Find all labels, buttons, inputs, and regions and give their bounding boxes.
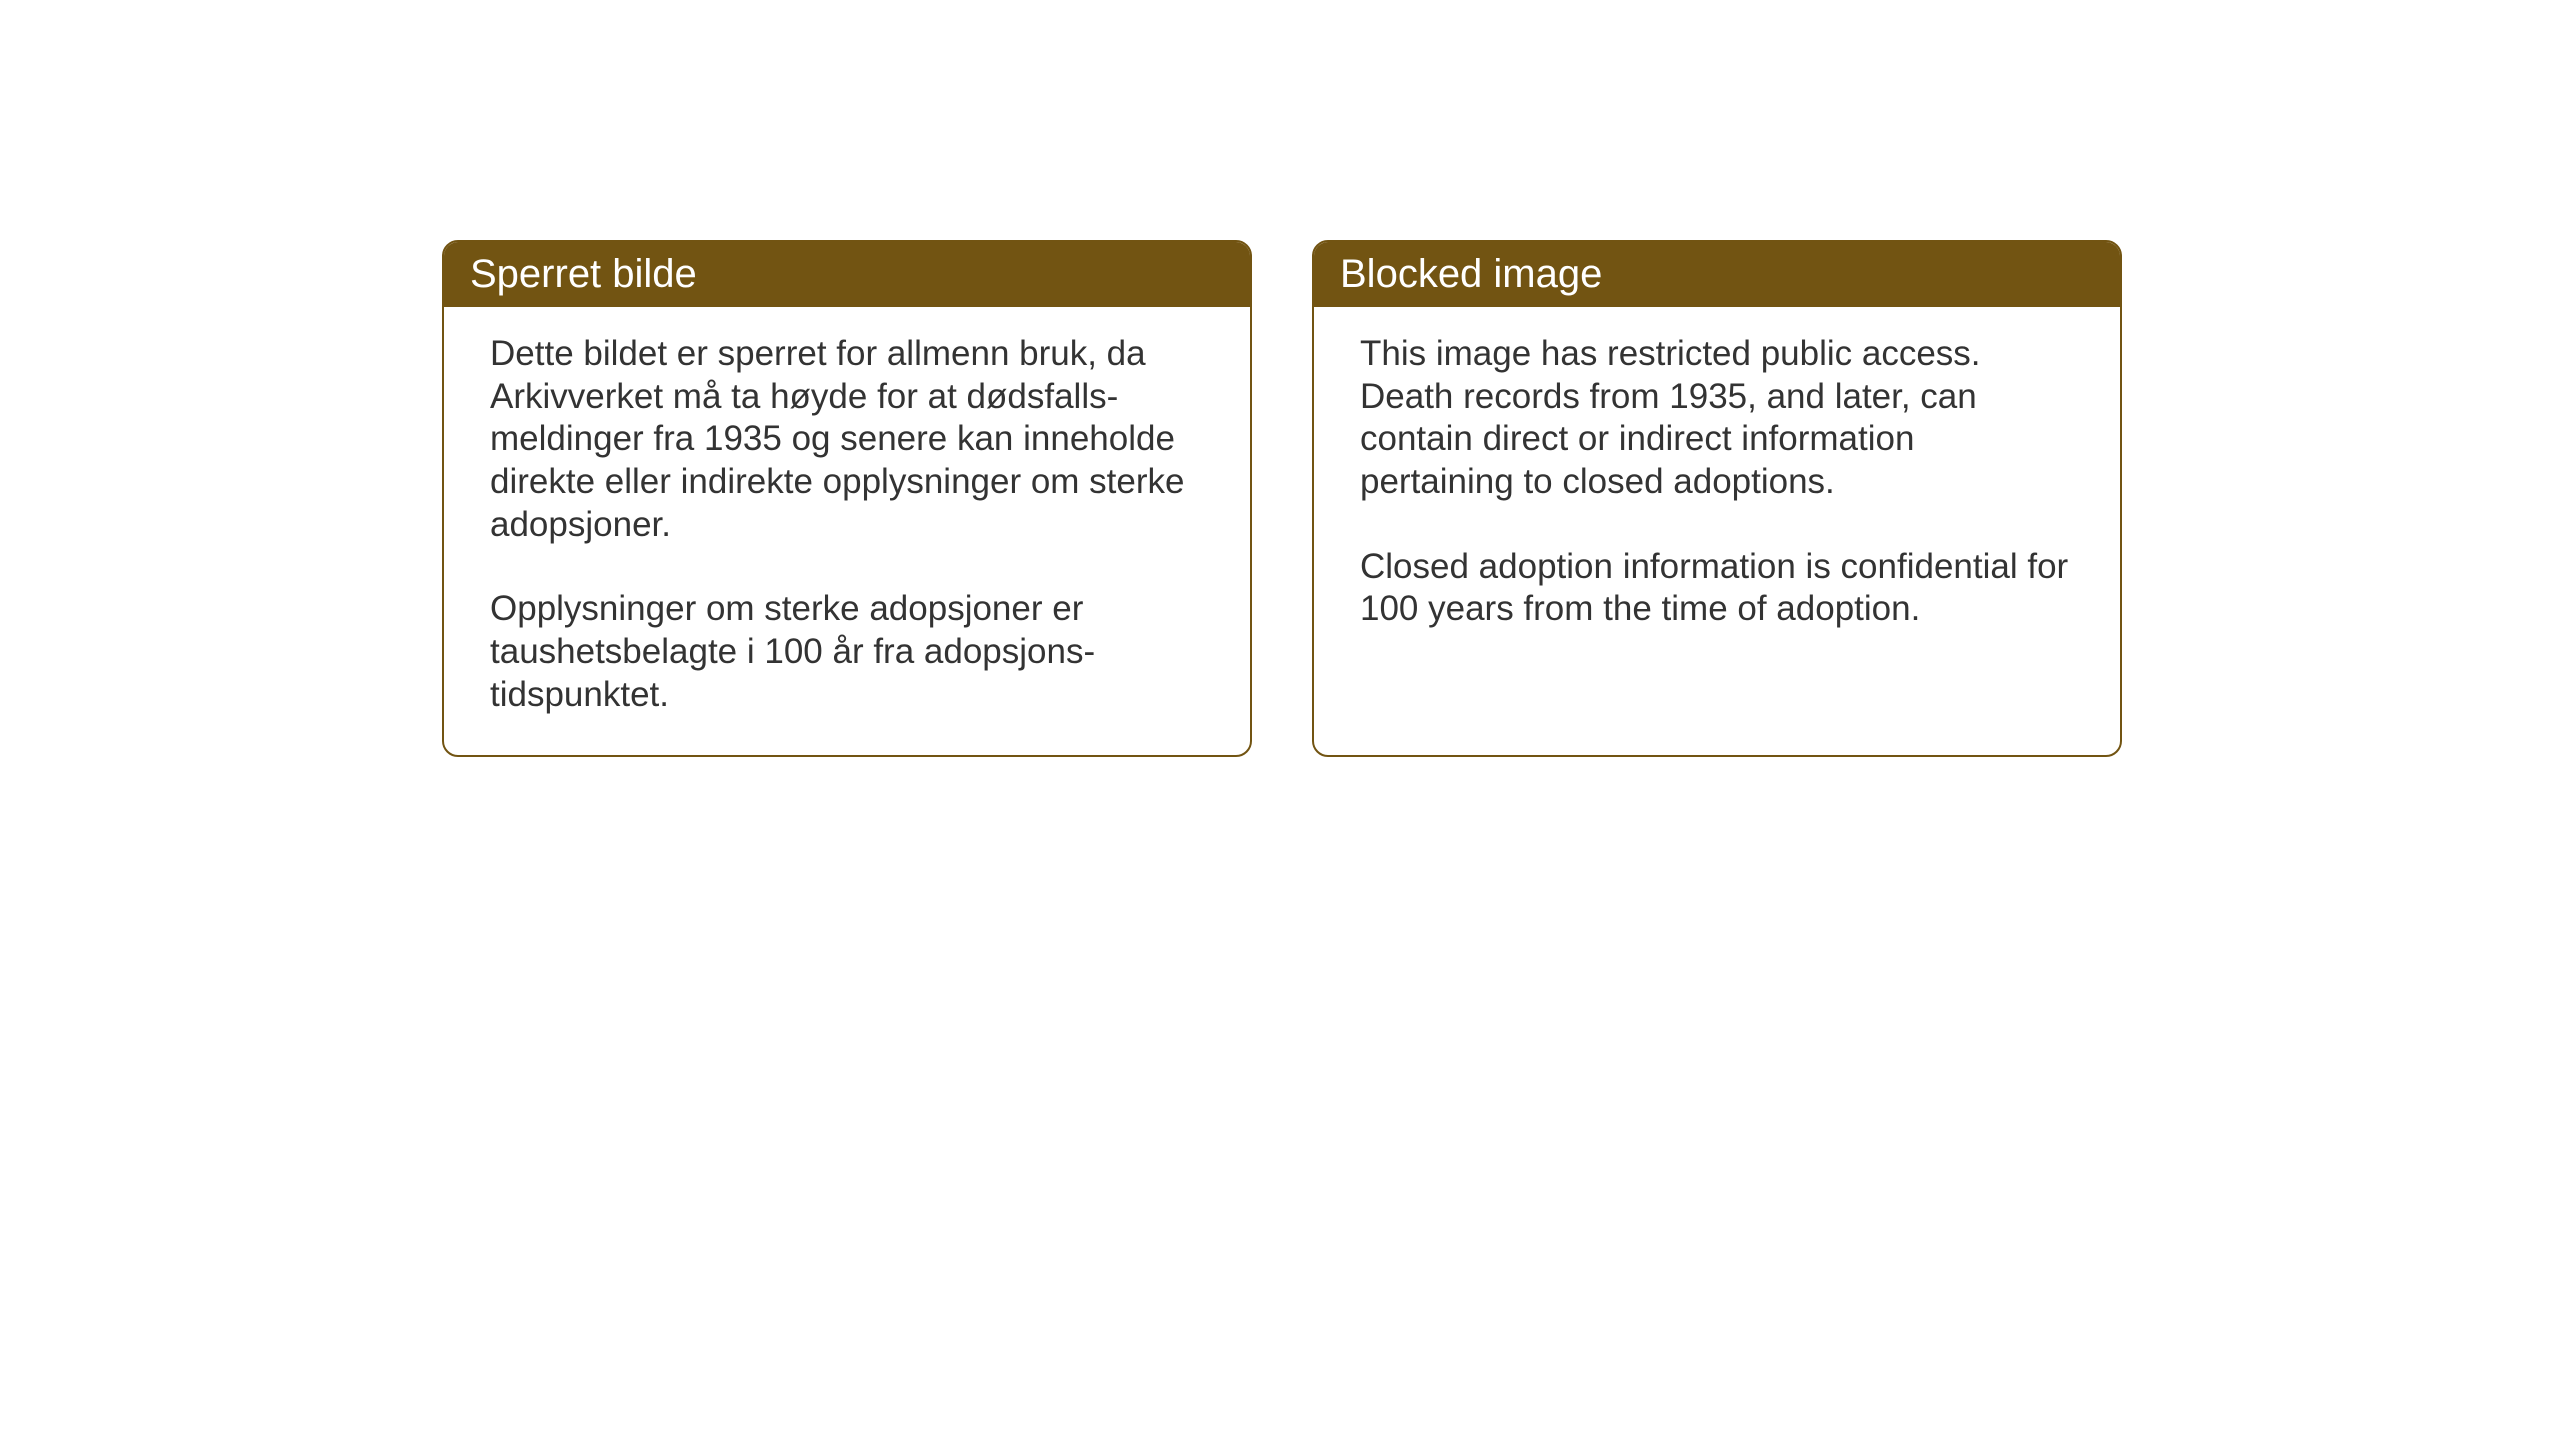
notice-text: Opplysninger om sterke adopsjoner er tau… [490, 588, 1204, 716]
panel-title: Sperret bilde [470, 252, 697, 296]
notice-panel-english: Blocked image This image has restricted … [1312, 240, 2122, 757]
panel-title: Blocked image [1340, 252, 1602, 296]
panel-body-english: This image has restricted public access.… [1314, 307, 2120, 731]
notice-text: Closed adoption information is confident… [1360, 546, 2074, 631]
panel-header-norwegian: Sperret bilde [444, 242, 1250, 307]
notice-text: This image has restricted public access.… [1360, 333, 2074, 504]
panel-body-norwegian: Dette bildet er sperret for allmenn bruk… [444, 307, 1250, 755]
panel-header-english: Blocked image [1314, 242, 2120, 307]
notice-container: Sperret bilde Dette bildet er sperret fo… [442, 240, 2122, 757]
notice-text: Dette bildet er sperret for allmenn bruk… [490, 333, 1204, 546]
notice-panel-norwegian: Sperret bilde Dette bildet er sperret fo… [442, 240, 1252, 757]
